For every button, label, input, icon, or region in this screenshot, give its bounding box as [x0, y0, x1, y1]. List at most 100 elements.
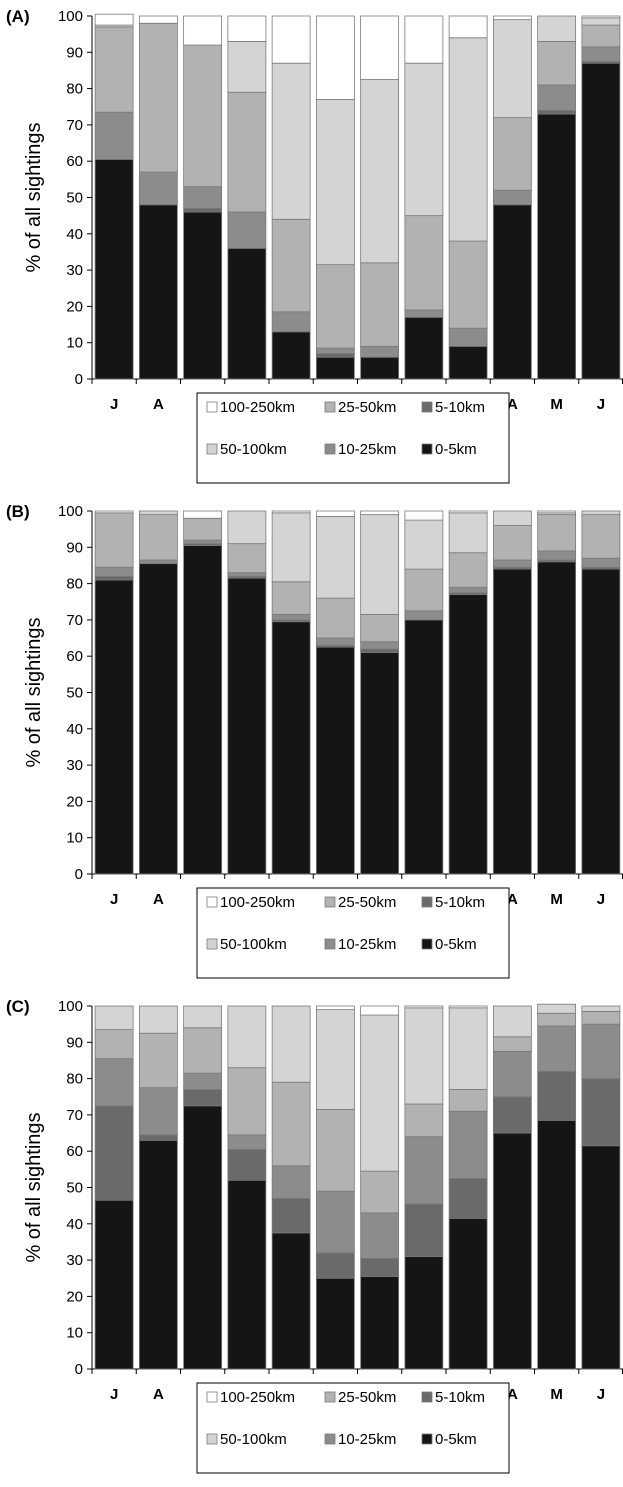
bar-segment-c-5-5 — [315, 1005, 355, 1011]
y-tick-label-b-3: 30 — [66, 757, 83, 774]
bar-segment-a-6-0 — [360, 356, 400, 380]
bar-segment-c-7-5 — [404, 1005, 444, 1009]
bar-segment-a-0-5 — [94, 13, 134, 26]
bar-segment-a-11-2 — [581, 46, 621, 62]
bar-segment-a-9-5 — [492, 15, 532, 21]
legend-label-a-0-0: 100-250km — [220, 399, 295, 416]
bar-segment-c-6-2 — [360, 1212, 400, 1259]
bar-segment-c-5-1 — [315, 1252, 355, 1279]
y-tick-label-a-10: 100 — [58, 8, 83, 25]
legend-swatch-a-0-1 — [324, 401, 336, 413]
y-tick-label-c-9: 90 — [66, 1034, 83, 1051]
y-tick-label-b-5: 50 — [66, 685, 83, 702]
x-tick-label-b-1: A — [153, 891, 164, 908]
legend-swatch-a-0-2 — [421, 401, 433, 413]
bar-segment-a-2-2 — [183, 186, 223, 209]
bar-segment-b-7-2 — [404, 610, 444, 621]
y-tick-label-a-5: 50 — [66, 190, 83, 207]
bar-segment-c-4-3 — [271, 1081, 311, 1167]
bar-segment-a-7-4 — [404, 62, 444, 217]
bar-segment-c-7-4 — [404, 1007, 444, 1105]
bar-segment-c-2-1 — [183, 1089, 223, 1107]
bar-segment-c-3-4 — [227, 1005, 267, 1069]
bar-segment-a-10-0 — [537, 113, 577, 380]
legend-label-c-0-0: 100-250km — [220, 1389, 295, 1406]
x-tick-label-b-11: J — [597, 891, 605, 908]
y-tick-label-c-5: 50 — [66, 1180, 83, 1197]
bar-segment-a-6-4 — [360, 79, 400, 264]
bar-segment-a-10-2 — [537, 84, 577, 111]
bar-segment-a-1-2 — [138, 171, 178, 206]
y-tick-label-c-4: 40 — [66, 1216, 83, 1233]
y-tick-label-b-10: 100 — [58, 503, 83, 520]
bar-segment-b-1-4 — [138, 510, 178, 516]
bar-segment-b-9-2 — [492, 559, 532, 568]
y-axis-label-a: % of all sightings — [23, 122, 45, 272]
y-tick-label-c-8: 80 — [66, 1071, 83, 1088]
bar-segment-a-10-4 — [537, 15, 577, 42]
bar-segment-c-7-3 — [404, 1103, 444, 1138]
bar-segment-c-1-3 — [138, 1032, 178, 1089]
y-tick-label-b-1: 10 — [66, 830, 83, 847]
bar-segment-c-1-4 — [138, 1005, 178, 1034]
bar-segment-c-5-0 — [315, 1277, 355, 1370]
legend-label-a-0-1: 25-50km — [338, 399, 396, 416]
bar-segment-b-9-3 — [492, 525, 532, 561]
bar-segment-a-7-3 — [404, 215, 444, 311]
bar-segment-b-5-2 — [315, 637, 355, 646]
bar-segment-b-2-2 — [183, 539, 223, 545]
y-tick-label-a-1: 10 — [66, 335, 83, 352]
bar-segment-a-9-2 — [492, 189, 532, 206]
bar-segment-c-8-0 — [448, 1217, 488, 1370]
y-tick-label-b-2: 20 — [66, 793, 83, 810]
x-tick-label-c-10: M — [550, 1386, 563, 1403]
bar-segment-c-11-3 — [581, 1011, 621, 1025]
y-tick-label-c-6: 60 — [66, 1143, 83, 1160]
bar-segment-a-0-2 — [94, 111, 134, 160]
bar-segment-a-3-2 — [227, 211, 267, 249]
bar-segment-b-0-1 — [94, 575, 134, 581]
bar-segment-b-10-2 — [537, 550, 577, 561]
legend-swatch-a-1-1 — [324, 443, 336, 455]
bar-segment-b-6-2 — [360, 641, 400, 650]
bar-segment-a-7-0 — [404, 316, 444, 380]
bar-segment-a-0-0 — [94, 158, 134, 380]
bar-segment-c-0-2 — [94, 1058, 134, 1107]
bar-segment-c-1-2 — [138, 1087, 178, 1136]
legend-label-c-1-1: 10-25km — [338, 1431, 396, 1448]
bar-segment-c-11-2 — [581, 1023, 621, 1080]
chart-panel-c: (C) % of all sightings 0 10 20 30 40 50 60 70 80 90… — [0, 990, 623, 1487]
bar-segment-a-9-3 — [492, 117, 532, 191]
bar-segment-c-10-0 — [537, 1119, 577, 1370]
x-tick-label-c-0: J — [110, 1386, 118, 1403]
bar-segment-c-3-3 — [227, 1067, 267, 1136]
bar-segment-b-7-5 — [404, 510, 444, 521]
x-tick-label-a-10: M — [550, 396, 563, 413]
bar-segment-c-10-3 — [537, 1012, 577, 1027]
bar-segment-c-9-2 — [492, 1050, 532, 1098]
bar-segment-b-11-3 — [581, 514, 621, 559]
legend-swatch-b-0-1 — [324, 896, 336, 908]
bar-segment-a-10-1 — [537, 109, 577, 115]
legend-label-b-1-2: 0-5km — [435, 936, 477, 953]
bar-segment-a-8-0 — [448, 345, 488, 380]
x-tick-label-c-1: A — [153, 1386, 164, 1403]
bar-segment-c-8-5 — [448, 1005, 488, 1009]
bar-segment-b-7-4 — [404, 519, 444, 570]
bar-segment-a-2-5 — [183, 15, 223, 46]
bar-segment-a-4-5 — [271, 15, 311, 64]
bar-segment-b-2-5 — [183, 510, 223, 519]
legend-label-a-1-1: 10-25km — [338, 441, 396, 458]
legend-box-a — [196, 392, 510, 484]
bar-segment-c-2-2 — [183, 1072, 223, 1090]
y-tick-label-a-9: 90 — [66, 44, 83, 61]
bar-segment-c-8-1 — [448, 1178, 488, 1219]
bar-segment-a-3-4 — [227, 41, 267, 93]
bar-segment-a-4-3 — [271, 218, 311, 313]
bar-segment-c-6-3 — [360, 1170, 400, 1214]
chart-b-svg: (B) % of all sightings 0 10 20 30 40 50 60 70 80 90… — [6, 502, 623, 979]
bar-segment-b-8-2 — [448, 586, 488, 594]
bar-segment-a-5-4 — [315, 99, 355, 266]
bar-segment-c-8-4 — [448, 1007, 488, 1090]
bar-segment-a-3-3 — [227, 91, 267, 213]
